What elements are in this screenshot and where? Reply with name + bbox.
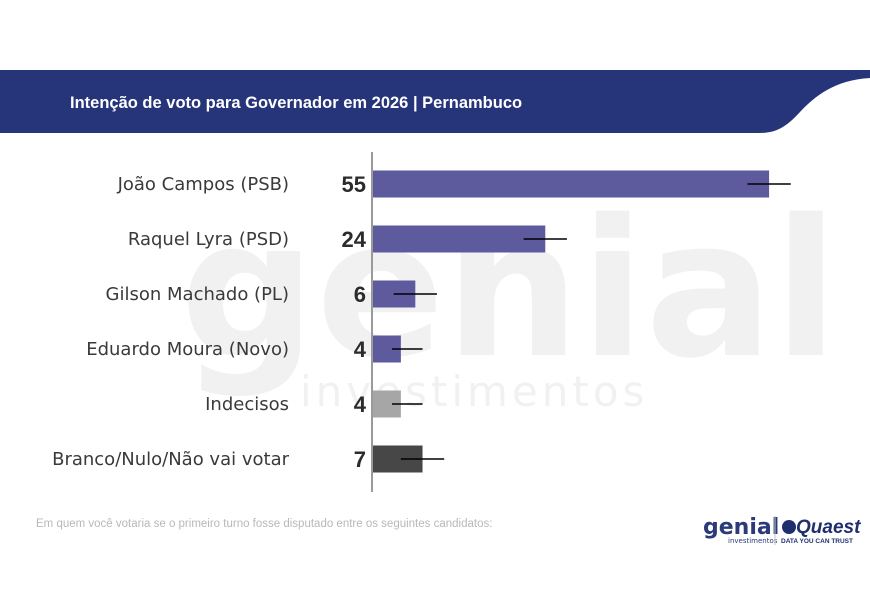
quaest-logo-subtitle: DATA YOU CAN TRUST (781, 538, 853, 545)
value-label: 24 (342, 227, 367, 252)
bar (372, 225, 546, 253)
quaest-logo: Quaest DATA YOU CAN TRUST (781, 517, 861, 545)
watermark-subtitle: investimentos (300, 367, 648, 416)
value-label: 4 (354, 337, 367, 362)
category-label: Gilson Machado (PL) (106, 284, 289, 305)
bar (372, 170, 770, 198)
chart-title: Intenção de voto para Governador em 2026… (70, 94, 522, 112)
value-label: 7 (354, 447, 366, 472)
footnote: Em quem você votaria se o primeiro turno… (36, 518, 492, 530)
quaest-logo-mark (782, 520, 796, 534)
genial-logo-subtitle: investimentos (728, 537, 778, 545)
category-label: Eduardo Moura (Novo) (86, 339, 289, 360)
value-label: 6 (354, 282, 366, 307)
header-banner (0, 70, 870, 133)
genial-logo: genial investimentos (703, 515, 779, 545)
category-label: Indecisos (205, 394, 289, 415)
category-label: Raquel Lyra (PSD) (128, 229, 289, 250)
category-label: João Campos (PSB) (117, 174, 289, 195)
genial-logo-text: genial (703, 515, 779, 540)
watermark-logo: genial (180, 179, 839, 400)
quaest-logo-text: Quaest (796, 517, 861, 538)
value-label: 55 (342, 172, 366, 197)
value-label: 4 (354, 392, 367, 417)
category-label: Branco/Nulo/Não vai votar (52, 449, 290, 470)
bars-group: João Campos (PSB) 55 Raquel Lyra (PSD) 24 Gi… (52, 170, 791, 473)
